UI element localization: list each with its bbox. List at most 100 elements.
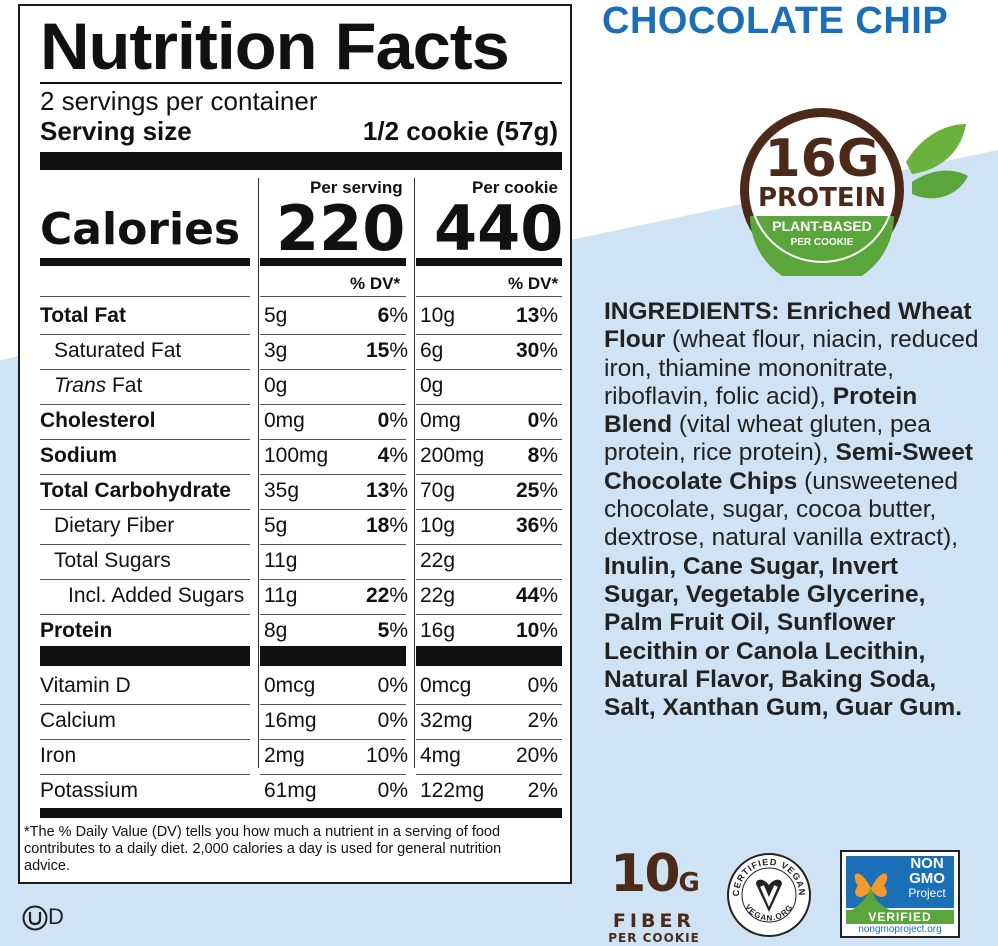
- non-gmo-line3: Project: [908, 886, 946, 900]
- vitamin-serving-dv: 10%: [365, 744, 408, 767]
- row-divider: [416, 439, 562, 440]
- vitamin-serving-dv: 0%: [377, 674, 408, 697]
- row-divider: [260, 439, 406, 440]
- vitamin-serving-amount: 16mg: [264, 709, 317, 732]
- nutrient-name: Trans Fat: [54, 374, 142, 398]
- serving-dv: 13%: [365, 479, 408, 502]
- row-divider: [40, 439, 250, 440]
- serving-amount: 35g: [264, 479, 300, 502]
- vitamin-cookie-dv: 0%: [527, 674, 558, 697]
- row-divider: [260, 334, 406, 335]
- nutrient-name: Incl. Added Sugars: [68, 584, 245, 607]
- badge-protein: PROTEIN: [758, 183, 886, 213]
- row-divider: [260, 296, 406, 297]
- ingredients-text: INGREDIENTS: Enriched Wheat Flour (wheat…: [604, 298, 979, 722]
- cookie-dv: 25%: [515, 479, 558, 502]
- ingredients-segment: (unsweetened chocolate, sugar, cocoa but…: [604, 467, 959, 552]
- serving-dv: 5%: [377, 619, 408, 642]
- vitamin-name: Iron: [40, 744, 77, 767]
- row-divider: [260, 579, 406, 580]
- serving-dv-value: 0: [377, 409, 390, 432]
- serving-size-label: Serving size: [40, 116, 192, 146]
- serving-dv-value: 4: [377, 444, 390, 467]
- nutrient-name: Total Sugars: [54, 549, 171, 572]
- fiber-per: PER COOKIE: [608, 931, 700, 945]
- cookie-dv-value: 36: [515, 514, 540, 537]
- serving-amount: 5g: [264, 514, 288, 537]
- cookie-amount: 0mg: [420, 409, 461, 432]
- nutrient-name: Saturated Fat: [54, 339, 182, 362]
- row-divider: [416, 739, 562, 740]
- nutrient-name: Sodium: [40, 444, 117, 467]
- row-divider: [260, 614, 406, 615]
- row-divider: [260, 509, 406, 510]
- calories-label: Calories: [40, 204, 241, 255]
- fiber-number: 10: [610, 844, 680, 904]
- serving-amount: 5g: [264, 304, 288, 327]
- protein-badge: 16G PROTEIN PLANT-BASED PER COOKIE: [740, 108, 968, 276]
- serving-dv: 15%: [365, 339, 408, 362]
- row-divider: [260, 369, 406, 370]
- row-divider: [40, 774, 250, 775]
- serving-amount: 3g: [264, 339, 288, 362]
- calories-rule: [40, 258, 250, 266]
- fiber-badge: 10G FIBER PER COOKIE: [606, 846, 702, 945]
- row-divider: [40, 739, 250, 740]
- column-separator: [414, 178, 415, 768]
- nutrient-name: Dietary Fiber: [54, 514, 175, 537]
- vitamin-cookie-dv: 20%: [515, 744, 558, 767]
- cookie-dv: 8%: [527, 444, 558, 467]
- row-divider: [40, 509, 250, 510]
- serving-amount: 8g: [264, 619, 288, 642]
- ingredients-segment: Protein Blend: [604, 382, 918, 439]
- ingredients-segment: INGREDIENTS: Enriched Wheat Flour: [604, 298, 972, 354]
- vitamin-cookie-dv: 2%: [527, 779, 558, 802]
- row-divider: [40, 404, 250, 405]
- flavor-title: CHOCOLATE CHIP: [602, 0, 949, 42]
- nutrient-name-rest: Fat: [106, 374, 143, 397]
- divider: [40, 82, 562, 84]
- vitamin-cookie-amount: 4mg: [420, 744, 461, 767]
- row-divider: [260, 739, 406, 740]
- cookie-dv-value: 13: [515, 304, 540, 327]
- cookie-amount: 22g: [420, 549, 456, 572]
- cookie-amount: 70g: [420, 479, 456, 502]
- badge-number: 16G: [764, 129, 879, 189]
- vitamin-cookie-amount: 32mg: [420, 709, 473, 732]
- serving-dv-value: 18: [365, 514, 390, 537]
- badge-per: PER COOKIE: [791, 237, 854, 248]
- vitamins-rule: [40, 646, 250, 666]
- row-divider: [260, 474, 406, 475]
- row-divider: [416, 296, 562, 297]
- row-divider: [416, 614, 562, 615]
- vitamins-rule: [416, 646, 562, 666]
- cookie-dv-value: 25: [515, 479, 540, 502]
- serving-dv-value: 13: [365, 479, 390, 502]
- cookie-dv-value: 8: [527, 444, 540, 467]
- certified-vegan-logo: CERTIFIED VEGAN VEGAN.ORG: [727, 853, 811, 937]
- vitamins-rule: [260, 646, 406, 666]
- row-divider: [416, 404, 562, 405]
- serving-amount: 11g: [264, 549, 298, 572]
- row-divider: [40, 579, 250, 580]
- vitamin-name: Vitamin D: [40, 674, 131, 697]
- cookie-dv: 0%: [527, 409, 558, 432]
- cookie-amount: 22g: [420, 584, 456, 607]
- serving-dv-value: 15: [365, 339, 390, 362]
- serving-dv: 4%: [377, 444, 408, 467]
- nutrient-name: Cholesterol: [40, 409, 156, 432]
- row-divider: [416, 474, 562, 475]
- vitamin-cookie-amount: 0mcg: [420, 674, 472, 697]
- kosher-u-icon: [22, 905, 48, 931]
- row-divider: [260, 774, 406, 775]
- row-divider: [40, 369, 250, 370]
- ingredients-segment: (vital wheat gluten, pea protein, rice p…: [604, 411, 931, 467]
- row-divider: [260, 704, 406, 705]
- serving-dv-value: 5: [377, 619, 390, 642]
- row-divider: [416, 579, 562, 580]
- vitamin-serving-amount: 61mg: [264, 779, 317, 802]
- non-gmo-verified: VERIFIED: [846, 910, 954, 924]
- badge-plant: PLANT-BASED: [772, 218, 872, 234]
- butterfly-icon: [852, 873, 890, 910]
- vitamin-serving-amount: 2mg: [264, 744, 305, 767]
